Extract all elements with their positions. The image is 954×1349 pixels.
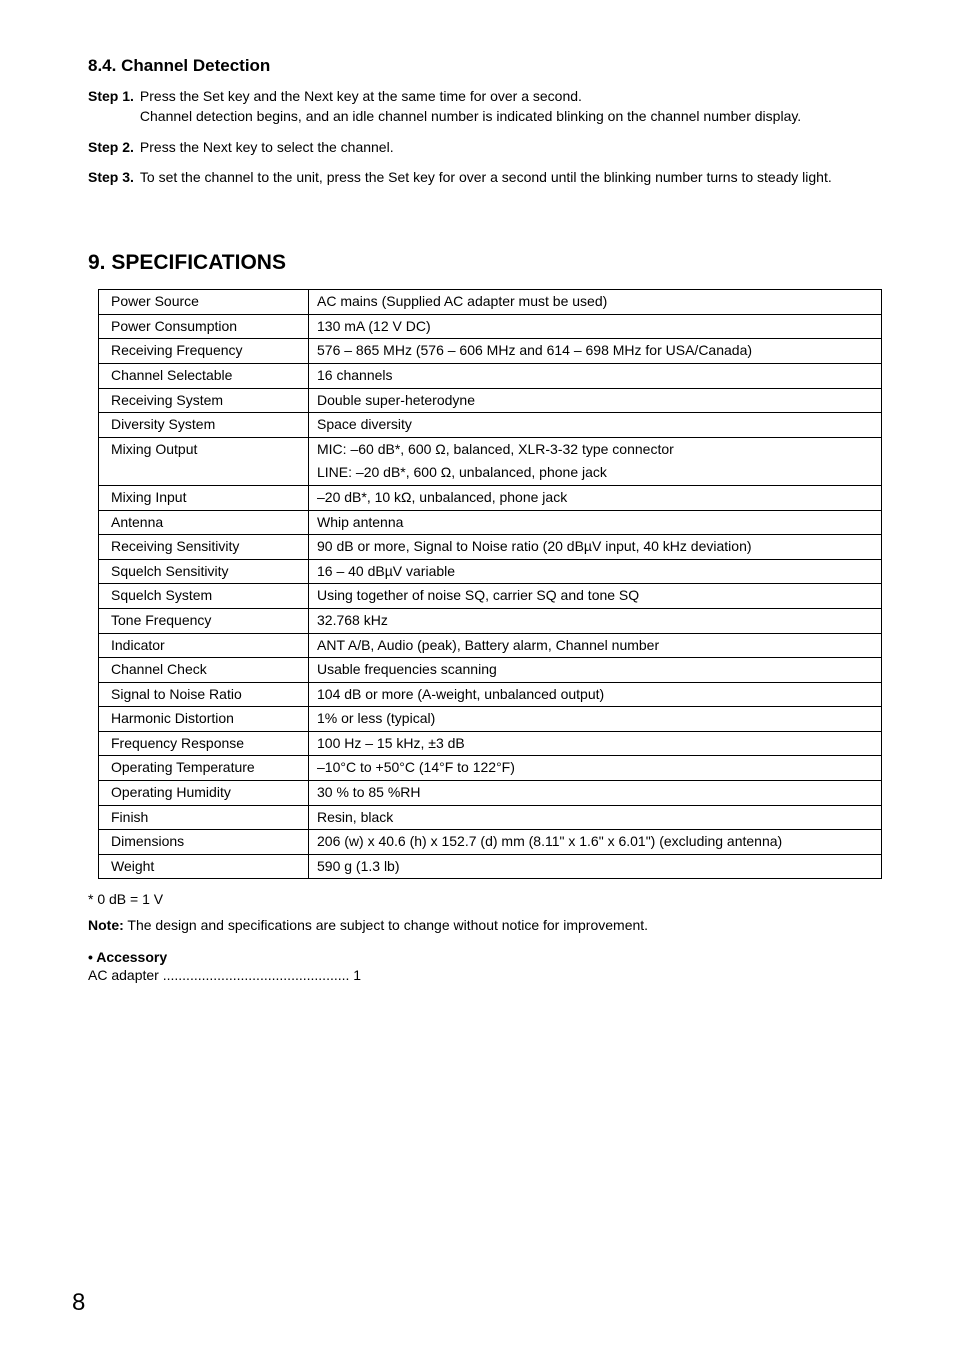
table-row: Receiving SystemDouble super-heterodyne bbox=[99, 388, 882, 413]
spec-value: LINE: –20 dB*, 600 Ω, unbalanced, phone … bbox=[309, 461, 882, 485]
table-row: Weight590 g (1.3 lb) bbox=[99, 854, 882, 879]
table-row: Frequency Response100 Hz – 15 kHz, ±3 dB bbox=[99, 731, 882, 756]
note-label: Note: bbox=[88, 917, 124, 933]
page-number: 8 bbox=[72, 1289, 85, 1317]
spec-value: 16 – 40 dBµV variable bbox=[309, 559, 882, 584]
footnote: * 0 dB = 1 V bbox=[88, 891, 882, 907]
spec-value: MIC: –60 dB*, 600 Ω, balanced, XLR-3-32 … bbox=[309, 437, 882, 461]
spec-label: Tone Frequency bbox=[99, 608, 309, 633]
spec-label: Power Consumption bbox=[99, 314, 309, 339]
spec-label: Antenna bbox=[99, 510, 309, 535]
spec-label: Power Source bbox=[99, 290, 309, 315]
table-row: FinishResin, black bbox=[99, 805, 882, 830]
spec-label: Harmonic Distortion bbox=[99, 707, 309, 732]
table-row: Mixing OutputMIC: –60 dB*, 600 Ω, balanc… bbox=[99, 437, 882, 461]
table-row: Harmonic Distortion1% or less (typical) bbox=[99, 707, 882, 732]
table-row: Dimensions206 (w) x 40.6 (h) x 152.7 (d)… bbox=[99, 830, 882, 855]
step-1-text: Press the Set key and the Next key at th… bbox=[140, 86, 882, 127]
spec-value: 100 Hz – 15 kHz, ±3 dB bbox=[309, 731, 882, 756]
spec-label: Operating Humidity bbox=[99, 781, 309, 806]
spec-value: 206 (w) x 40.6 (h) x 152.7 (d) mm (8.11"… bbox=[309, 830, 882, 855]
table-row: Power Consumption130 mA (12 V DC) bbox=[99, 314, 882, 339]
step-2: Step 2. Press the Next key to select the… bbox=[88, 137, 882, 157]
spec-label: Frequency Response bbox=[99, 731, 309, 756]
accessory-heading: • Accessory bbox=[88, 949, 882, 965]
table-row: Diversity SystemSpace diversity bbox=[99, 413, 882, 438]
spec-label: Channel Selectable bbox=[99, 363, 309, 388]
table-row: Receiving Sensitivity90 dB or more, Sign… bbox=[99, 535, 882, 560]
spec-label: Receiving System bbox=[99, 388, 309, 413]
table-row: IndicatorANT A/B, Audio (peak), Battery … bbox=[99, 633, 882, 658]
accessory-line: AC adapter .............................… bbox=[88, 967, 882, 983]
step-2-label: Step 2. bbox=[88, 137, 140, 157]
spec-value: 32.768 kHz bbox=[309, 608, 882, 633]
spec-value: 1% or less (typical) bbox=[309, 707, 882, 732]
spec-value: AC mains (Supplied AC adapter must be us… bbox=[309, 290, 882, 315]
spec-label: Indicator bbox=[99, 633, 309, 658]
spec-label: Squelch System bbox=[99, 584, 309, 609]
table-row: Channel CheckUsable frequencies scanning bbox=[99, 658, 882, 683]
spec-label: Finish bbox=[99, 805, 309, 830]
spec-label: Operating Temperature bbox=[99, 756, 309, 781]
spec-value: 130 mA (12 V DC) bbox=[309, 314, 882, 339]
spec-value: ANT A/B, Audio (peak), Battery alarm, Ch… bbox=[309, 633, 882, 658]
table-row: Receiving Frequency576 – 865 MHz (576 – … bbox=[99, 339, 882, 364]
section-heading-9: 9. SPECIFICATIONS bbox=[88, 251, 882, 275]
section-heading-84: 8.4. Channel Detection bbox=[88, 56, 882, 76]
specifications-table: Power SourceAC mains (Supplied AC adapte… bbox=[98, 289, 882, 879]
step-1: Step 1. Press the Set key and the Next k… bbox=[88, 86, 882, 127]
spec-label-empty bbox=[99, 461, 309, 485]
step-3-label: Step 3. bbox=[88, 167, 140, 187]
table-row: Squelch Sensitivity16 – 40 dBµV variable bbox=[99, 559, 882, 584]
spec-label: Mixing Input bbox=[99, 485, 309, 510]
spec-value: Resin, black bbox=[309, 805, 882, 830]
spec-label: Channel Check bbox=[99, 658, 309, 683]
spec-value: 16 channels bbox=[309, 363, 882, 388]
step-1-label: Step 1. bbox=[88, 86, 140, 127]
note-text: The design and specifications are subjec… bbox=[124, 917, 648, 933]
spec-value: Whip antenna bbox=[309, 510, 882, 535]
table-row: Mixing Input–20 dB*, 10 kΩ, unbalanced, … bbox=[99, 485, 882, 510]
spec-value: 590 g (1.3 lb) bbox=[309, 854, 882, 879]
table-row: Signal to Noise Ratio104 dB or more (A-w… bbox=[99, 682, 882, 707]
spec-label: Dimensions bbox=[99, 830, 309, 855]
spec-label: Mixing Output bbox=[99, 437, 309, 461]
spec-value: –20 dB*, 10 kΩ, unbalanced, phone jack bbox=[309, 485, 882, 510]
spec-value: 90 dB or more, Signal to Noise ratio (20… bbox=[309, 535, 882, 560]
step-3: Step 3. To set the channel to the unit, … bbox=[88, 167, 882, 187]
spec-value: 576 – 865 MHz (576 – 606 MHz and 614 – 6… bbox=[309, 339, 882, 364]
table-row: Tone Frequency32.768 kHz bbox=[99, 608, 882, 633]
spec-label: Receiving Sensitivity bbox=[99, 535, 309, 560]
step-3-text: To set the channel to the unit, press th… bbox=[140, 167, 882, 187]
design-note: Note: The design and specifications are … bbox=[88, 917, 882, 933]
spec-value: 104 dB or more (A-weight, unbalanced out… bbox=[309, 682, 882, 707]
spec-label: Diversity System bbox=[99, 413, 309, 438]
table-row: AntennaWhip antenna bbox=[99, 510, 882, 535]
spec-value: Double super-heterodyne bbox=[309, 388, 882, 413]
spec-label: Receiving Frequency bbox=[99, 339, 309, 364]
step-2-text: Press the Next key to select the channel… bbox=[140, 137, 882, 157]
table-row: Operating Humidity30 % to 85 %RH bbox=[99, 781, 882, 806]
spec-value: Usable frequencies scanning bbox=[309, 658, 882, 683]
spec-value: –10°C to +50°C (14°F to 122°F) bbox=[309, 756, 882, 781]
spec-value: Space diversity bbox=[309, 413, 882, 438]
table-row: Power SourceAC mains (Supplied AC adapte… bbox=[99, 290, 882, 315]
spec-value: 30 % to 85 %RH bbox=[309, 781, 882, 806]
table-row: Operating Temperature–10°C to +50°C (14°… bbox=[99, 756, 882, 781]
spec-value: Using together of noise SQ, carrier SQ a… bbox=[309, 584, 882, 609]
table-row: LINE: –20 dB*, 600 Ω, unbalanced, phone … bbox=[99, 461, 882, 485]
spec-label: Signal to Noise Ratio bbox=[99, 682, 309, 707]
table-row: Channel Selectable16 channels bbox=[99, 363, 882, 388]
spec-label: Weight bbox=[99, 854, 309, 879]
spec-label: Squelch Sensitivity bbox=[99, 559, 309, 584]
table-row: Squelch SystemUsing together of noise SQ… bbox=[99, 584, 882, 609]
